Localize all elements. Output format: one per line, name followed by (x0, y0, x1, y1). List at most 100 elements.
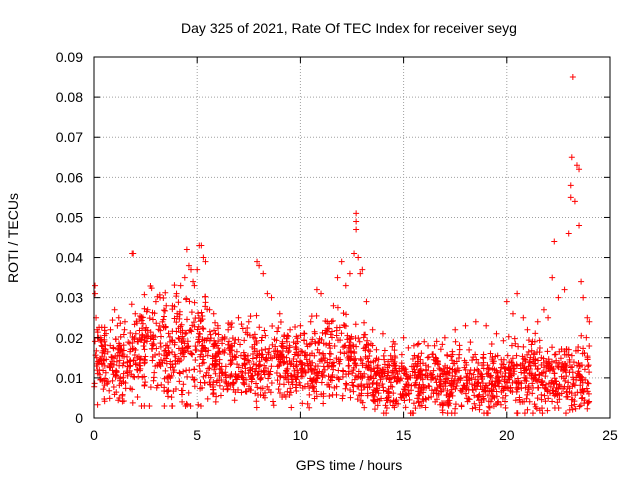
data-point (180, 349, 187, 356)
data-point (469, 357, 476, 364)
data-point (204, 352, 211, 359)
data-point (157, 340, 164, 347)
data-point (540, 369, 547, 376)
data-point (177, 357, 184, 364)
data-point (418, 350, 425, 357)
data-point (415, 340, 422, 347)
data-point (515, 343, 522, 350)
data-point (320, 400, 327, 407)
data-point (326, 362, 333, 369)
data-point (492, 369, 499, 376)
data-point (511, 335, 518, 342)
data-point (509, 355, 516, 362)
data-point (156, 350, 163, 357)
data-point (318, 370, 325, 377)
data-point (343, 382, 350, 389)
data-point (329, 334, 336, 341)
data-point (265, 370, 272, 377)
data-point (187, 402, 194, 409)
data-point (291, 367, 298, 374)
data-points (91, 74, 593, 417)
data-point (199, 347, 206, 354)
data-point (585, 363, 592, 370)
data-point (303, 356, 310, 363)
data-point (569, 74, 576, 81)
data-point (293, 349, 300, 356)
data-point (534, 384, 541, 391)
data-point (134, 393, 141, 400)
data-point (231, 340, 238, 347)
data-point (198, 317, 205, 324)
data-point (485, 364, 492, 371)
data-point (287, 385, 294, 392)
data-point (356, 338, 363, 345)
data-point (130, 373, 137, 380)
data-point (498, 364, 505, 371)
data-point (172, 357, 179, 364)
data-point (258, 337, 265, 344)
data-point (261, 327, 268, 334)
data-point (147, 384, 154, 391)
data-point (184, 401, 191, 408)
data-point (139, 332, 146, 339)
data-point (113, 369, 120, 376)
data-point (543, 363, 550, 370)
data-point (381, 356, 388, 363)
data-point (252, 390, 259, 397)
data-point (528, 372, 535, 379)
data-point (213, 352, 220, 359)
data-point (274, 377, 281, 384)
data-point (471, 392, 478, 399)
data-point (294, 352, 301, 359)
data-point (245, 357, 252, 364)
data-point (453, 383, 460, 390)
data-point (513, 384, 520, 391)
data-point (350, 388, 357, 395)
data-point (485, 403, 492, 410)
data-point (532, 403, 539, 410)
data-point (348, 349, 355, 356)
data-point (302, 349, 309, 356)
data-point (495, 380, 502, 387)
data-point (475, 397, 482, 404)
data-point (184, 373, 191, 380)
data-point (417, 366, 424, 373)
data-point (179, 337, 186, 344)
data-point (116, 357, 123, 364)
y-axis-label: ROTI / TECUs (5, 193, 21, 283)
y-tick-label: 0.01 (56, 370, 83, 386)
data-point (448, 377, 455, 384)
data-point (382, 402, 389, 409)
data-point (555, 405, 562, 412)
data-point (386, 375, 393, 382)
data-point (352, 335, 359, 342)
data-point (144, 306, 151, 313)
data-point (555, 294, 562, 301)
data-point (463, 383, 470, 390)
data-point (458, 402, 465, 409)
data-point (331, 342, 338, 349)
data-point (261, 362, 268, 369)
data-point (350, 367, 357, 374)
data-point (361, 383, 368, 390)
data-point (273, 369, 280, 376)
data-point (508, 342, 515, 349)
data-point (326, 350, 333, 357)
data-point (149, 316, 156, 323)
data-point (301, 330, 308, 337)
data-point (132, 346, 139, 353)
data-point (525, 337, 532, 344)
data-point (311, 330, 318, 337)
data-point (456, 342, 463, 349)
data-point (445, 401, 452, 408)
data-point (435, 391, 442, 398)
data-point (440, 402, 447, 409)
data-point (119, 392, 126, 399)
data-point (150, 377, 157, 384)
data-point (482, 388, 489, 395)
data-point (540, 306, 547, 313)
data-point (248, 374, 255, 381)
data-point (390, 369, 397, 376)
data-point (120, 374, 127, 381)
data-point (176, 311, 183, 318)
